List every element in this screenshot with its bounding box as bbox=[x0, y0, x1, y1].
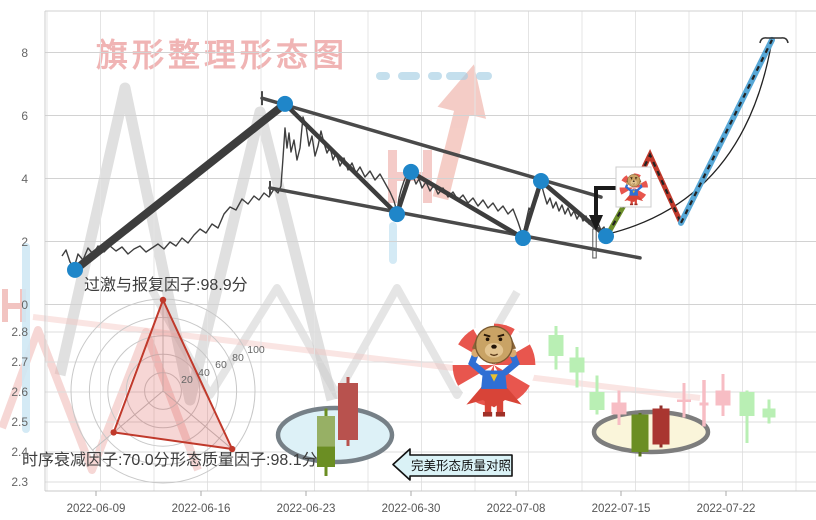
radar-tick-60: 60 bbox=[215, 359, 227, 371]
watermark-blue-bar-left bbox=[22, 243, 30, 433]
watermark-title: 旗形整理形态图 bbox=[96, 37, 348, 73]
x-tick-date: 2022-07-08 bbox=[487, 503, 546, 515]
y-tick: 2.8 bbox=[11, 325, 28, 339]
y-tick: 2 bbox=[21, 235, 28, 249]
y-tick: 8 bbox=[21, 46, 28, 60]
candle-panel bbox=[275, 326, 776, 476]
watermark-gray-zigzag-large bbox=[54, 82, 338, 406]
y-tick: 6 bbox=[21, 109, 28, 123]
radar-tick-80: 80 bbox=[232, 352, 244, 364]
x-tick-date: 2022-06-16 bbox=[172, 503, 231, 515]
watermark-blue-bar-mid bbox=[389, 222, 397, 264]
y-tick: 2.3 bbox=[11, 475, 28, 489]
left-arrow-callout-shape bbox=[392, 448, 513, 481]
radar-chart bbox=[70, 296, 256, 484]
y-tick: 2.6 bbox=[11, 385, 28, 399]
radar-tick-20: 20 bbox=[181, 374, 193, 386]
projection-arc bbox=[607, 39, 773, 235]
x-axis-date-labels: 2022-06-09 2022-06-16 2022-06-23 2022-06… bbox=[67, 503, 756, 515]
x-tick-date: 2022-06-30 bbox=[382, 503, 441, 515]
candlesticks bbox=[317, 326, 776, 476]
radar-tick-40: 40 bbox=[198, 367, 210, 379]
mascot-badge bbox=[615, 166, 652, 208]
y-tick: 2.5 bbox=[11, 415, 28, 429]
flag-pattern-lines bbox=[71, 91, 642, 274]
x-tick-date: 2022-06-09 bbox=[67, 503, 126, 515]
x-tick-date: 2022-06-23 bbox=[277, 503, 336, 515]
radar-tick-100: 100 bbox=[247, 344, 265, 356]
watermark-gray-zigzag-w bbox=[148, 284, 521, 399]
y-tick: 2.7 bbox=[11, 355, 28, 369]
overreaction-factor-label: 过激与报复因子:98.9分 bbox=[84, 276, 248, 294]
y-tick: 2.4 bbox=[11, 445, 28, 459]
x-tick-date: 2022-07-22 bbox=[697, 503, 756, 515]
watermark-pink-trendline bbox=[32, 314, 701, 401]
y-tick: 0 bbox=[21, 298, 28, 312]
down-arrow-icon bbox=[589, 186, 617, 231]
highlight-ellipse-right bbox=[591, 409, 711, 455]
y-tick: 4 bbox=[21, 172, 28, 186]
radar-tick-labels: 20 40 60 80 100 bbox=[181, 344, 265, 386]
watermark-blue-dashes bbox=[376, 72, 492, 80]
mascot-dog-superhero-large bbox=[453, 324, 536, 417]
x-tick-date: 2022-07-15 bbox=[592, 503, 651, 515]
breakout-whisker bbox=[592, 228, 597, 259]
time-decay-factor-label: 时序衰减因子:70.0分 bbox=[22, 451, 170, 469]
pattern-quality-factor-label: 形态质量因子:98.1分 bbox=[170, 451, 318, 469]
callout-arrow: 完美形态质量对照 bbox=[392, 448, 513, 481]
watermark-layer: 旗形整理形态图 bbox=[0, 37, 701, 474]
target-cap-marker bbox=[759, 37, 789, 44]
y-axis-top-labels: 8 6 4 2 0 bbox=[21, 46, 28, 312]
pivot-dots bbox=[67, 95, 614, 278]
y-axis-bottom-labels: 2.8 2.7 2.6 2.5 2.4 2.3 bbox=[11, 325, 28, 489]
callout-label: 完美形态质量对照 bbox=[411, 458, 511, 473]
